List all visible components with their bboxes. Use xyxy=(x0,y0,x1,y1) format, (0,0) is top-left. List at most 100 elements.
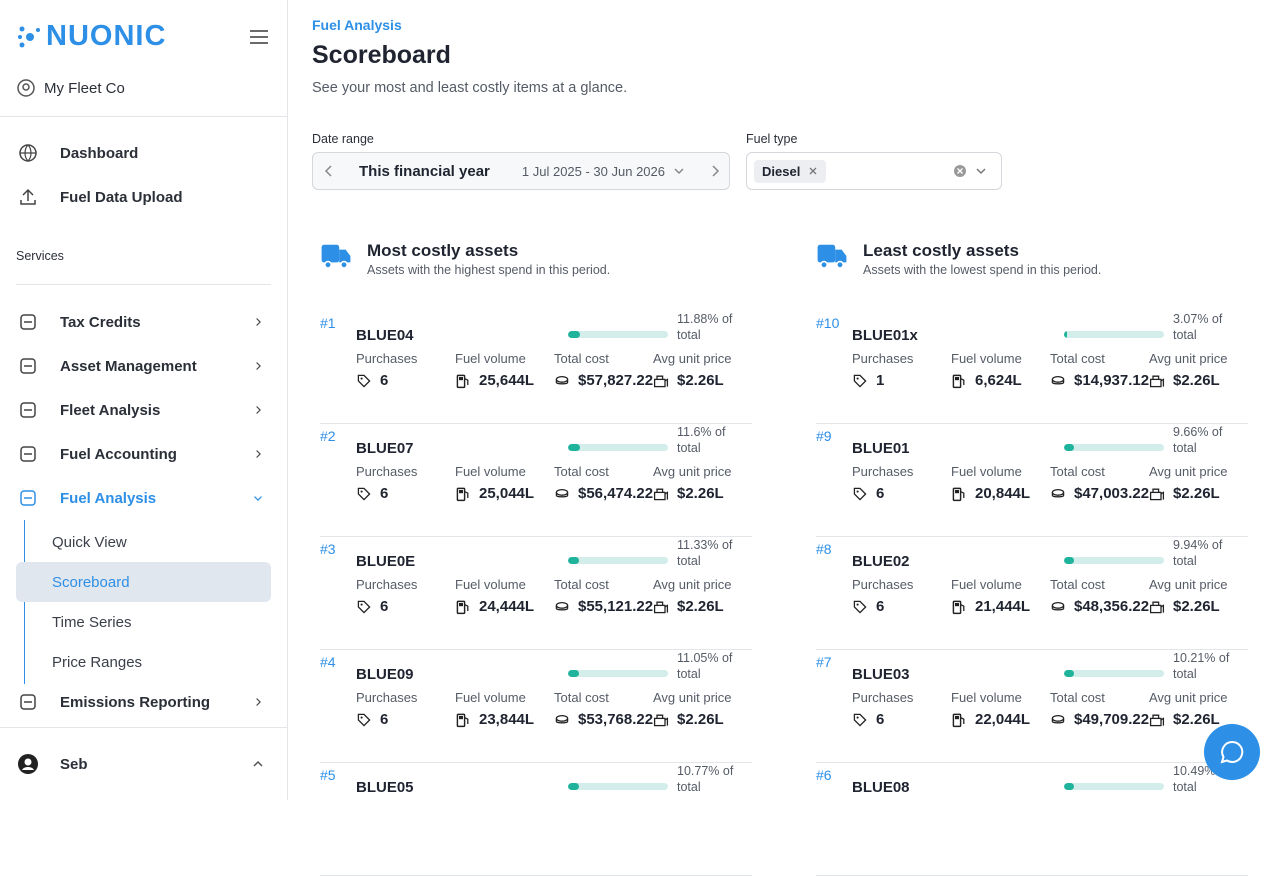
chevron-glyph xyxy=(256,406,261,414)
stat-icon xyxy=(951,599,967,615)
stat-label: Total cost xyxy=(1050,464,1105,479)
nav-item[interactable]: Emissions Reporting xyxy=(16,682,271,722)
stat-value-row: $49,709.22 xyxy=(1050,711,1150,728)
nav-item[interactable]: Dashboard xyxy=(16,133,271,173)
nav-label: Tax Credits xyxy=(60,313,141,331)
nav-icon-glyph xyxy=(20,314,36,330)
stat-label: Purchases xyxy=(852,577,914,592)
stat-value-row: $48,356.22 xyxy=(1050,598,1150,615)
asset-row[interactable]: #8 BLUE02 9.94% of total Purchases 6 Fuel vol… xyxy=(816,537,1248,650)
stat-icon-glyph xyxy=(1149,375,1165,387)
asset-row[interactable]: #6 BLUE08 10.49% of total xyxy=(816,763,1248,876)
logo[interactable]: NUONIC xyxy=(18,20,166,53)
share-label: 10.77% of total xyxy=(677,764,734,794)
stat-value-row: $53,768.22 xyxy=(554,711,654,728)
stat-label: Avg unit price xyxy=(1149,464,1228,479)
chevron-glyph xyxy=(254,496,262,501)
nav-item[interactable]: Fuel Data Upload xyxy=(16,177,271,217)
stat-value-row: $55,121.22 xyxy=(554,598,654,615)
share-label: 11.33% of total xyxy=(677,538,733,568)
nav-item[interactable]: Fuel Analysis xyxy=(16,478,271,518)
stat-value: $2.26L xyxy=(1173,711,1220,728)
stat-value: $53,768.22 xyxy=(578,711,654,728)
next-button[interactable] xyxy=(709,164,721,178)
stat: Fuel volume 25,644L xyxy=(455,351,555,389)
asset-name: BLUE0E xyxy=(356,553,416,570)
asset-row[interactable]: #9 BLUE01 9.66% of total Purchases 6 Fuel vol… xyxy=(816,424,1248,537)
stat: Avg unit price $2.26L xyxy=(1149,577,1249,615)
asset-name: BLUE01x xyxy=(852,327,918,344)
stat-value: 1 xyxy=(876,372,885,389)
nav-item[interactable]: Fleet Analysis xyxy=(16,390,271,430)
asset-row[interactable]: #1 BLUE04 11.88% of total Purchases 6 Fuel vo… xyxy=(320,311,752,424)
breadcrumb[interactable]: Fuel Analysis xyxy=(312,17,402,33)
stat-label: Fuel volume xyxy=(455,351,526,366)
stat-value: 21,444L xyxy=(975,598,1031,615)
stat-icon-glyph xyxy=(555,375,569,384)
date-range-select[interactable]: This financial year 1 Jul 2025 - 30 Jun … xyxy=(312,152,730,190)
stat-icon-glyph xyxy=(952,487,965,501)
stat-icon-glyph xyxy=(952,374,965,388)
prev-button[interactable] xyxy=(323,164,335,178)
asset-row[interactable]: #4 BLUE09 11.05% of total Purchases 6 Fuel vo… xyxy=(320,650,752,763)
clear-button[interactable] xyxy=(953,164,967,178)
page-title: Scoreboard xyxy=(312,41,451,69)
user-menu[interactable]: Seb xyxy=(16,744,271,784)
sub-nav-item[interactable]: Time Series xyxy=(52,613,132,631)
sub-nav-item[interactable]: Price Ranges xyxy=(52,653,143,671)
stat: Avg unit price $2.26L xyxy=(653,577,753,615)
stat-icon xyxy=(455,712,471,728)
asset-row[interactable]: #10 BLUE01x 3.07% of total Purchases 1 Fuel v… xyxy=(816,311,1248,424)
share-bar xyxy=(1064,670,1075,677)
nav-icon xyxy=(18,400,38,420)
stat-value-row: 6 xyxy=(356,485,456,502)
stat-value: $49,709.22 xyxy=(1074,711,1150,728)
stat: Total cost $47,003.22 xyxy=(1050,464,1150,502)
truck-icon xyxy=(816,240,848,272)
stat-label: Total cost xyxy=(1050,577,1105,592)
stat-icon xyxy=(1149,712,1165,728)
stat-icon-glyph xyxy=(1051,601,1065,610)
menu-toggle[interactable] xyxy=(249,29,269,45)
asset-row[interactable]: #3 BLUE0E 11.33% of total Purchases 6 Fuel vo… xyxy=(320,537,752,650)
stat-icon xyxy=(554,486,570,502)
stat-icon-glyph xyxy=(653,714,669,726)
stat-label: Fuel volume xyxy=(951,351,1022,366)
nav-item[interactable]: Asset Management xyxy=(16,346,271,386)
stat-icon-glyph xyxy=(653,488,669,500)
nav-item[interactable]: Tax Credits xyxy=(16,302,271,342)
stat-icon-glyph xyxy=(456,713,469,727)
stat-icon xyxy=(1149,373,1165,389)
stat-value: $2.26L xyxy=(1173,598,1220,615)
truck-icon-glyph xyxy=(817,244,847,269)
sub-nav-item[interactable]: Scoreboard xyxy=(16,562,271,602)
nav-icon xyxy=(18,488,38,508)
stat-icon-glyph xyxy=(357,600,371,614)
share-track xyxy=(568,331,668,338)
chat-button[interactable] xyxy=(1204,724,1260,780)
stat: Avg unit price $2.26L xyxy=(653,690,753,728)
stat-label: Fuel volume xyxy=(455,690,526,705)
fuel-type-select[interactable]: Diesel xyxy=(746,152,1002,190)
stat: Purchases 6 xyxy=(852,464,952,502)
nav-icon xyxy=(18,444,38,464)
divider xyxy=(0,116,287,117)
fuel-chip[interactable]: Diesel xyxy=(754,159,827,183)
stat-icon xyxy=(1050,599,1066,615)
chip-remove[interactable] xyxy=(808,166,818,176)
stat-value: 6 xyxy=(380,711,389,728)
stat: Total cost $55,121.22 xyxy=(554,577,654,615)
stat-label: Total cost xyxy=(554,464,609,479)
stat-value-row: 25,644L xyxy=(455,372,555,389)
asset-row[interactable]: #7 BLUE03 10.21% of total Purchases 6 Fuel vo… xyxy=(816,650,1248,763)
share-bar xyxy=(1064,444,1074,451)
asset-row[interactable]: #5 BLUE05 10.77% of total xyxy=(320,763,752,876)
sub-nav-item[interactable]: Quick View xyxy=(52,533,127,551)
chevron-glyph xyxy=(256,698,261,706)
nav-item[interactable]: Fuel Accounting xyxy=(16,434,271,474)
org-switch[interactable]: My Fleet Co xyxy=(16,78,125,98)
asset-row[interactable]: #2 BLUE07 11.6% of total Purchases 6 Fuel vol… xyxy=(320,424,752,537)
stat-label: Purchases xyxy=(356,351,418,366)
share-track xyxy=(568,444,668,451)
stat: Avg unit price $2.26L xyxy=(653,351,753,389)
